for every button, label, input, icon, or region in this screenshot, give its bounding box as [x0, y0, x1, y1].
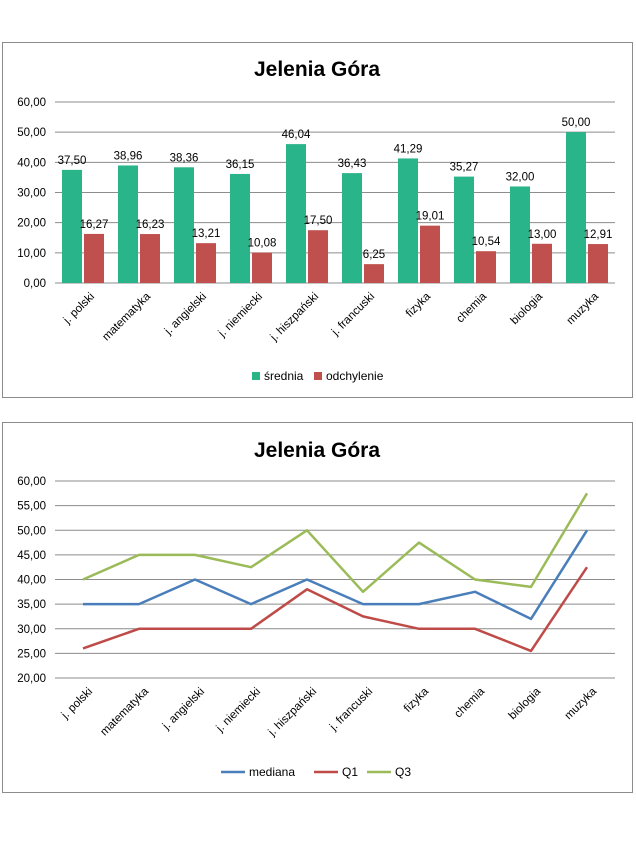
x-tick-label: j. niemiecki — [216, 291, 265, 340]
bar-srednia-j-angielski — [174, 167, 194, 283]
legend-swatch-srednia — [252, 372, 260, 380]
y-tick-label: 20,00 — [17, 218, 46, 230]
y-tick-label: 55,00 — [17, 501, 46, 513]
y-tick-label: 60,00 — [17, 476, 46, 488]
bar-srednia-chemia — [454, 176, 474, 283]
chart-title: Jelenia Góra — [254, 58, 380, 81]
legend-label-srednia: średnia — [264, 369, 304, 383]
data-label-srednia: 36,43 — [338, 158, 367, 170]
legend-swatch-odchylenie — [314, 372, 322, 380]
bar-odchylenie-matematyka — [140, 234, 160, 283]
data-label-srednia: 36,15 — [226, 159, 255, 171]
data-label-odchylenie: 13,00 — [528, 229, 557, 241]
x-tick-label: j. hiszpański — [266, 686, 319, 739]
x-tick-label: matematyka — [100, 290, 153, 343]
legend-label-q3: Q3 — [395, 765, 411, 779]
data-label-odchylenie: 16,23 — [136, 219, 165, 231]
y-tick-label: 25,00 — [17, 648, 46, 660]
bar-odchylenie-j-angielski — [196, 243, 216, 283]
data-label-srednia: 46,04 — [282, 129, 311, 141]
bar-srednia-j-polski — [62, 169, 82, 283]
y-tick-label: 40,00 — [17, 157, 46, 169]
bar-odchylenie-j-francuski — [364, 264, 384, 283]
legend-label-odchylenie: odchylenie — [326, 369, 384, 383]
x-tick-label: j. angielski — [160, 686, 207, 733]
series-line-mediana — [83, 529, 589, 621]
data-label-srednia: 38,96 — [114, 150, 143, 162]
x-tick-label: j. polski — [59, 686, 95, 722]
bar-odchylenie-fizyka — [420, 225, 440, 283]
data-label-srednia: 38,36 — [170, 152, 199, 164]
x-tick-label: j. francuski — [329, 291, 377, 339]
legend-label-q1: Q1 — [342, 765, 358, 779]
bar-odchylenie-j-niemiecki — [252, 252, 272, 283]
bar-odchylenie-chemia — [476, 251, 496, 283]
bar-srednia-j-hiszpanski — [286, 144, 306, 283]
x-tick-label: muzyka — [563, 685, 600, 722]
data-label-odchylenie: 10,08 — [248, 238, 277, 250]
bar-odchylenie-j-polski — [84, 233, 104, 283]
x-tick-label: j. niemiecki — [214, 686, 263, 735]
y-tick-label: 20,00 — [17, 673, 46, 685]
line-chart: Jelenia Góra 20,00 25,00 30,00 35,00 40,00 45,… — [17, 439, 615, 779]
data-label-srednia: 37,50 — [58, 155, 87, 167]
legend-label-mediana: mediana — [249, 765, 295, 779]
bar-chart-panel: Jelenia Góra 0,00 10,00 20,00 30,00 40,00 50,0… — [2, 42, 633, 398]
bar-odchylenie-muzyka — [588, 244, 608, 283]
data-label-odchylenie: 12,91 — [584, 229, 613, 241]
x-tick-label: j. polski — [61, 291, 97, 327]
x-tick-label: chemia — [454, 290, 489, 325]
data-label-odchylenie: 19,01 — [416, 211, 445, 223]
y-tick-label: 30,00 — [17, 624, 46, 636]
y-tick-label: 45,00 — [17, 550, 46, 562]
y-tick-label: 50,00 — [17, 525, 46, 537]
bar-srednia-biologia — [510, 186, 530, 283]
data-label-srednia: 41,29 — [394, 143, 423, 155]
x-tick-label: fizyka — [402, 685, 432, 715]
x-tick-label: j. francuski — [327, 686, 375, 734]
data-label-odchylenie: 6,25 — [363, 249, 385, 261]
y-tick-label: 50,00 — [17, 127, 46, 139]
data-label-srednia: 50,00 — [562, 117, 591, 129]
x-tick-label: j. angielski — [162, 291, 209, 338]
bar-srednia-j-niemiecki — [230, 173, 250, 283]
bar-chart: Jelenia Góra 0,00 10,00 20,00 30,00 40,00 50,0… — [17, 58, 615, 383]
series-line-q1 — [82, 566, 589, 653]
x-tick-label: chemia — [452, 685, 487, 720]
line-chart-panel: Jelenia Góra 20,00 25,00 30,00 35,00 40,00 45,… — [2, 422, 633, 793]
bar-srednia-matematyka — [118, 165, 138, 283]
bar-srednia-j-francuski — [342, 173, 362, 283]
x-tick-label: j. hiszpański — [268, 291, 321, 344]
y-tick-label: 30,00 — [17, 188, 46, 200]
x-tick-label: fizyka — [404, 290, 434, 320]
data-label-odchylenie: 13,21 — [192, 228, 221, 240]
data-label-odchylenie: 17,50 — [304, 215, 333, 227]
x-tick-label: matematyka — [98, 685, 151, 738]
data-label-srednia: 32,00 — [506, 171, 535, 183]
x-tick-label: biologia — [507, 685, 544, 722]
y-tick-label: 10,00 — [17, 248, 46, 260]
bar-odchylenie-biologia — [532, 243, 552, 283]
chart-title: Jelenia Góra — [254, 439, 380, 462]
x-tick-label: muzyka — [565, 290, 602, 327]
data-label-odchylenie: 10,54 — [472, 236, 501, 248]
y-tick-label: 40,00 — [17, 575, 46, 587]
data-label-odchylenie: 16,27 — [80, 219, 109, 231]
series-line-q3 — [82, 492, 589, 594]
y-tick-label: 60,00 — [17, 97, 46, 109]
y-tick-label: 35,00 — [17, 599, 46, 611]
y-tick-label: 0,00 — [24, 278, 46, 290]
bar-odchylenie-j-hiszpanski — [308, 230, 328, 283]
bar-srednia-muzyka — [566, 132, 586, 283]
x-tick-label: biologia — [509, 290, 546, 327]
bar-srednia-fizyka — [398, 158, 418, 283]
data-label-srednia: 35,27 — [450, 162, 479, 174]
